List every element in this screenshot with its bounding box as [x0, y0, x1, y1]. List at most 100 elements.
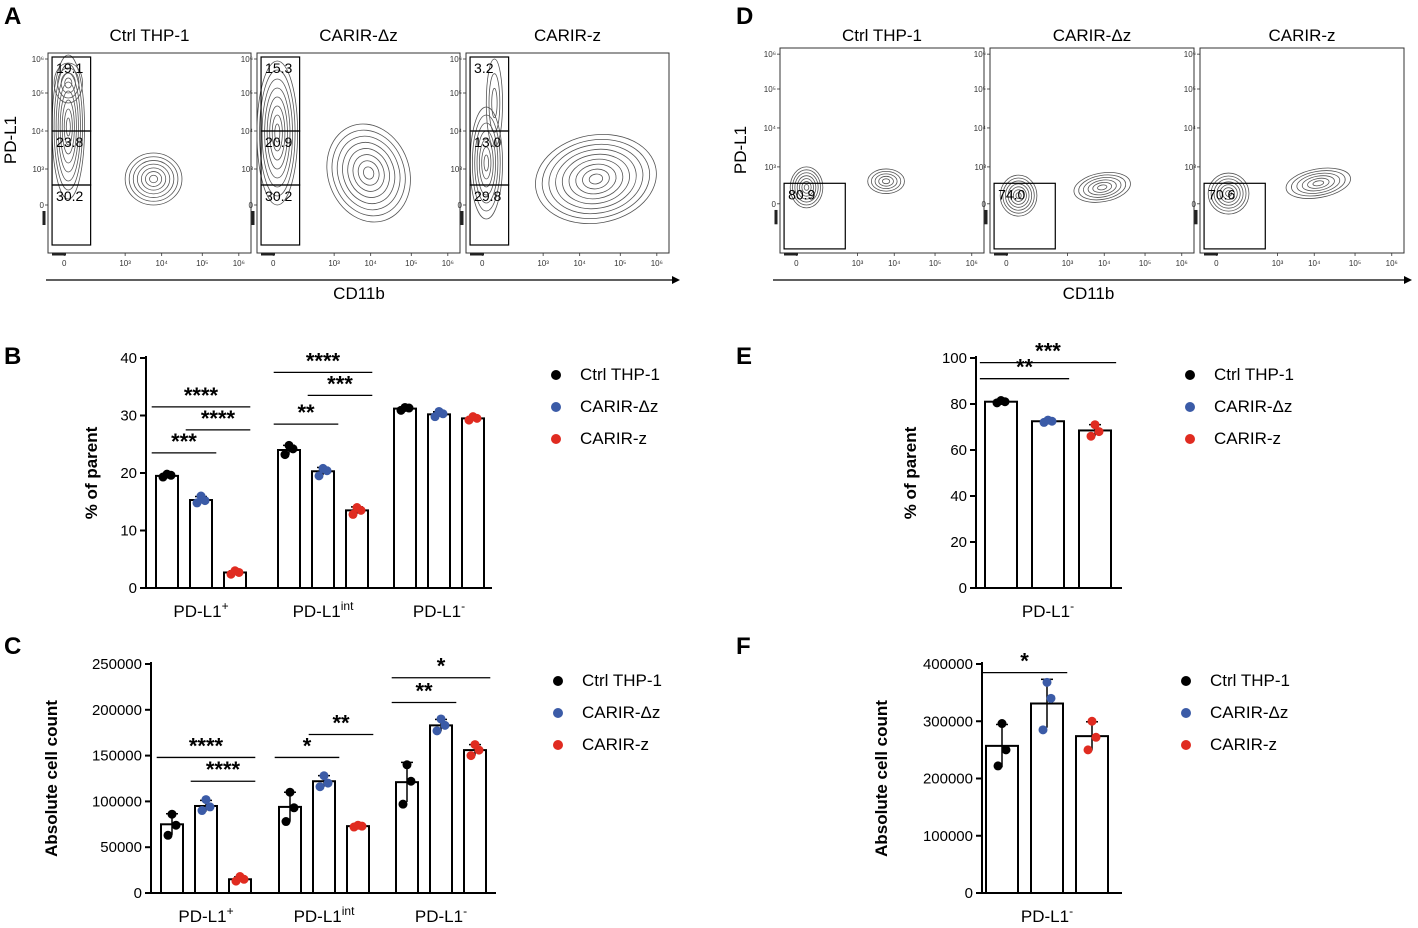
x-tick-label: 0 — [62, 259, 67, 268]
gate-box — [1203, 182, 1266, 250]
contour-line — [588, 173, 604, 185]
x-tick-label: 10⁵ — [614, 259, 626, 268]
x-tick-label: 10⁵ — [1139, 259, 1151, 268]
contour-line — [1219, 184, 1238, 203]
data-point — [406, 776, 416, 786]
y-tick-label: 10⁴ — [764, 124, 777, 133]
contour-line — [1312, 180, 1325, 187]
panel-letter-f: F — [736, 633, 751, 660]
y-tick-label: 0 — [1192, 200, 1197, 209]
contour-line — [870, 171, 902, 192]
legend-label: CARIR-Δz — [582, 703, 660, 722]
x-tick-label: 10³ — [1062, 259, 1074, 268]
contour-line — [1225, 190, 1232, 197]
contour-line — [140, 167, 167, 191]
contour-line — [485, 58, 503, 148]
y-tick-label: 10⁶ — [1184, 50, 1196, 59]
y-axis-label: % of parent — [82, 426, 101, 519]
contour-line — [1207, 172, 1250, 215]
category-base: PD-L1 — [178, 907, 226, 926]
contour-line — [1010, 186, 1027, 205]
panel-letter-a: A — [4, 3, 21, 30]
x-tick-label: 0 — [1004, 259, 1009, 268]
y-tick-label: 0 — [959, 580, 967, 597]
y-tick-label: 20 — [950, 534, 967, 551]
x-tick-label: 10⁴ — [365, 259, 378, 268]
category-label: PD-L1- — [415, 904, 467, 926]
y-tick-label: 20 — [120, 465, 137, 482]
sample-header: CARIR-z — [1268, 26, 1335, 45]
contour-line — [65, 117, 71, 137]
data-point — [235, 872, 245, 882]
x-tick-label: 0 — [480, 259, 485, 268]
contour-line — [266, 96, 288, 170]
bar — [277, 449, 301, 589]
data-point — [470, 740, 480, 750]
y-axis-label: Absolute cell count — [42, 700, 61, 857]
contour-line — [481, 146, 492, 180]
gate-percent: 30.2 — [265, 188, 292, 204]
category-superscript: - — [461, 599, 465, 613]
category-base: PD-L1 — [294, 907, 342, 926]
flow-plot-3: CARIR-z 0 10³ 10⁴ 10⁵ 10⁶ 0 10³ 10⁴ 10⁵ 10⁶ 70.6 — [1184, 26, 1405, 268]
bar-chart-c: 0 50000 100000 150000 200000 250000 Absolute c… — [42, 654, 662, 926]
y-tick-label: 10⁴ — [241, 127, 254, 136]
data-point — [353, 820, 363, 830]
panel-letter-c: C — [4, 633, 21, 660]
y-tick-label: 80 — [950, 396, 967, 413]
gate-percent: 29.8 — [474, 188, 501, 204]
plot-frame — [1199, 47, 1405, 254]
contour-group — [789, 166, 905, 209]
data-point — [205, 802, 215, 812]
contour-line — [1307, 177, 1330, 189]
y-tick-label: 10³ — [764, 163, 776, 172]
y-tick-label: 100000 — [92, 793, 142, 810]
category-base: PD-L1 — [1022, 602, 1070, 621]
y-tick-label: 10³ — [241, 165, 253, 174]
contour-line — [803, 184, 810, 191]
y-tick-label: 10⁶ — [450, 55, 462, 64]
bar — [393, 407, 417, 589]
y-tick-label: 50000 — [100, 839, 142, 856]
significance-label: **** — [206, 757, 241, 782]
contour-line — [53, 63, 83, 191]
legend: Ctrl THP-1 CARIR-Δz CARIR-z — [1181, 671, 1290, 754]
contour-line — [555, 148, 637, 210]
x-tick-label: 10⁴ — [888, 259, 901, 268]
legend-label: CARIR-Δz — [1210, 703, 1288, 722]
x-tick-label: 10⁴ — [156, 259, 169, 268]
gate-percent: 70.6 — [1208, 186, 1235, 202]
contour-line — [51, 54, 85, 200]
flow-plot-3: CARIR-z 0 10³ 10⁴ 10⁵ 10⁶ 0 10³ 10⁴ 10⁵ 10⁶ 3.2 13.0… — [450, 26, 670, 268]
significance-label: ** — [415, 678, 433, 703]
gate-box — [783, 182, 846, 250]
category-superscript: - — [1069, 904, 1073, 918]
plot-frame — [465, 52, 670, 254]
gate-percent: 30.2 — [56, 188, 83, 204]
y-tick-label: 10⁴ — [450, 127, 463, 136]
y-tick-label: 250000 — [92, 656, 142, 673]
contour-line — [1082, 177, 1122, 198]
bar — [312, 780, 336, 894]
y-tick-label: 0 — [40, 201, 45, 210]
y-tick-label: 10⁴ — [974, 124, 987, 133]
panel-letter-d: D — [736, 3, 753, 30]
contour-line — [535, 133, 657, 225]
x-tick-label: 10⁴ — [574, 259, 587, 268]
y-tick-label: 10⁵ — [1184, 85, 1196, 94]
significance-label: * — [303, 733, 312, 758]
y-tick-label: 10³ — [1184, 163, 1196, 172]
significance-label: ** — [332, 711, 350, 736]
significance-label: ** — [1016, 355, 1034, 380]
gate-percent: 80.9 — [788, 186, 815, 202]
bar — [194, 804, 218, 894]
contour-line — [259, 69, 296, 197]
data-point — [466, 751, 476, 761]
legend-label: CARIR-z — [582, 735, 649, 754]
data-point — [319, 771, 329, 781]
legend-label: Ctrl THP-1 — [580, 365, 660, 384]
contour-line — [548, 143, 644, 215]
bar — [1030, 702, 1064, 894]
x-axis-label: CD11b — [1063, 284, 1115, 303]
